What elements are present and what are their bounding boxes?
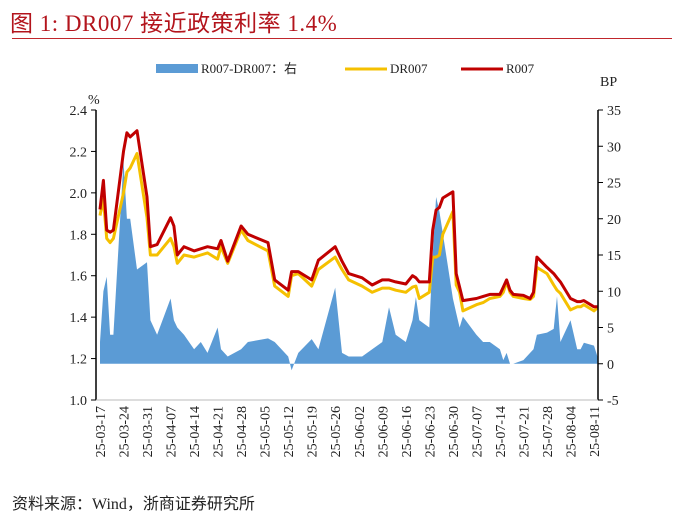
right-tick-label: 30 xyxy=(607,140,621,155)
x-tick-label: 25-08-04 xyxy=(564,406,579,457)
x-tick-label: 25-03-31 xyxy=(141,406,156,457)
x-tick-label: 25-05-26 xyxy=(329,406,344,457)
x-tick-label: 25-03-24 xyxy=(118,406,133,457)
x-tick-label: 25-07-14 xyxy=(494,406,509,457)
x-tick-label: 25-08-11 xyxy=(588,406,603,457)
right-axis-unit: BP xyxy=(600,75,617,90)
legend: R007-DR007：右 DR007 R007 xyxy=(156,61,535,76)
x-tick-label: 25-05-05 xyxy=(259,406,274,457)
right-tick-label: 15 xyxy=(607,249,621,264)
left-tick-label: 1.2 xyxy=(70,353,88,368)
r007-line xyxy=(98,129,598,309)
x-tick-label: 25-07-07 xyxy=(470,406,485,457)
x-tick-label: 25-04-14 xyxy=(188,406,203,457)
x-tick-label: 25-07-21 xyxy=(517,406,532,457)
x-tick-label: 25-06-30 xyxy=(447,406,462,457)
x-tick-label: 25-05-12 xyxy=(282,406,297,457)
legend-label-r007: R007 xyxy=(506,61,535,76)
right-tick-label: 5 xyxy=(607,322,614,337)
right-tick-label: 0 xyxy=(607,358,614,373)
x-tick-label: 25-04-07 xyxy=(165,406,180,457)
left-tick-label: 1.8 xyxy=(70,228,88,243)
left-tick-label: 1.4 xyxy=(70,311,88,326)
right-tick-label: 25 xyxy=(607,177,621,192)
x-tick-label: 25-03-17 xyxy=(94,406,109,457)
left-tick-label: 1.6 xyxy=(70,270,88,285)
left-tick-label: 2.0 xyxy=(70,187,88,202)
figure-title: 图 1: DR007 接近政策利率 1.4% xyxy=(10,11,338,36)
x-tick-label: 25-04-21 xyxy=(212,406,227,457)
x-tick-label: 25-06-02 xyxy=(353,406,368,457)
left-tick-label: 2.4 xyxy=(70,104,88,119)
right-tick-label: 10 xyxy=(607,285,621,300)
x-tick-label: 25-06-09 xyxy=(376,406,391,457)
legend-swatch-spread xyxy=(156,64,198,73)
x-tick-label: 25-06-16 xyxy=(400,406,415,457)
x-tick-label: 25-07-28 xyxy=(541,406,556,457)
x-tick-label: 25-06-23 xyxy=(423,406,438,457)
title-divider xyxy=(12,38,672,39)
legend-label-spread: R007-DR007：右 xyxy=(201,61,297,76)
x-tick-label: 25-05-19 xyxy=(306,406,321,457)
right-tick-label: 35 xyxy=(607,104,621,119)
source-note: 资料来源：Wind，浙商证券研究所 xyxy=(12,496,255,513)
left-tick-label: 1.0 xyxy=(70,394,88,409)
left-tick-label: 2.2 xyxy=(70,145,88,160)
spread-area xyxy=(100,160,598,371)
legend-label-dr007: DR007 xyxy=(390,61,428,76)
chart: R007-DR007：右 DR007 R007 % BP 1.0 1.2 1.4 1.… xyxy=(70,61,622,457)
x-tick-label: 25-04-28 xyxy=(235,406,250,457)
right-tick-label: 20 xyxy=(607,213,621,228)
right-tick-label: -5 xyxy=(607,394,619,409)
left-axis-unit: % xyxy=(88,93,100,108)
